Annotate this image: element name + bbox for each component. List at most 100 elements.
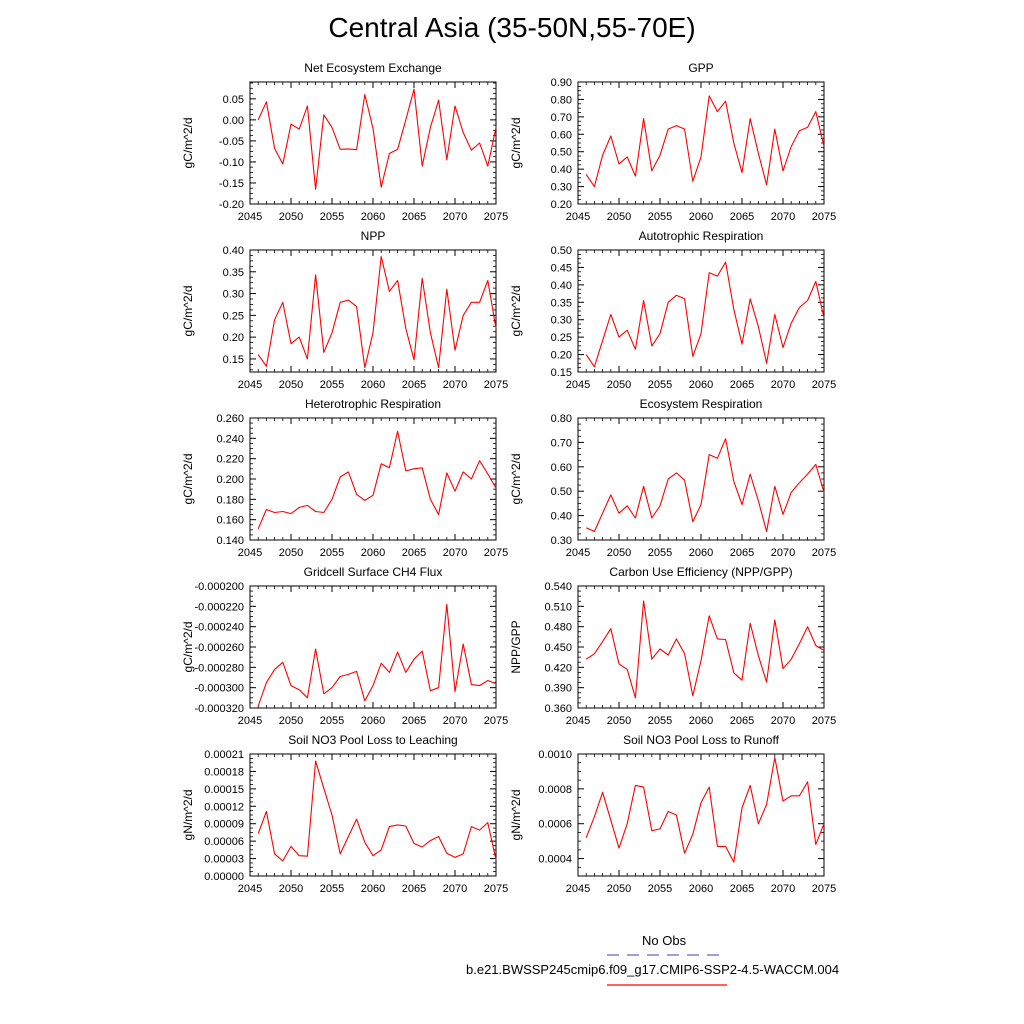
- plot-frame: [249, 81, 497, 205]
- panel-title: Soil NO3 Pool Loss to Leaching: [288, 733, 457, 747]
- series-line-0: [257, 88, 497, 190]
- x-tick-label: 2070: [771, 883, 795, 895]
- y-tick-label: 0.140: [216, 535, 244, 547]
- y-tick-label: -0.000320: [194, 703, 244, 715]
- panel-title: GPP: [688, 61, 713, 75]
- y-tick-label: 0.00009: [204, 819, 244, 831]
- x-tick-label: 2045: [566, 211, 590, 223]
- y-axis-label: gC/m^2/d: [181, 118, 195, 169]
- panel-title: Ecosystem Respiration: [640, 397, 763, 411]
- plot-frame: [577, 249, 825, 373]
- y-tick-label: 0.80: [551, 413, 572, 425]
- x-tick-label: 2065: [402, 379, 426, 391]
- x-tick-label: 2055: [648, 211, 672, 223]
- y-axis-label: gC/m^2/d: [509, 286, 523, 337]
- y-tick-label: -0.15: [219, 178, 244, 190]
- y-tick-label: 0.20: [223, 332, 244, 344]
- panel-title: Heterotrophic Respiration: [305, 397, 441, 411]
- y-axis-label: gN/m^2/d: [509, 790, 523, 841]
- panel-1: GPP gC/m^2/d 2045 2050 2055 2060 2065 2070 2075 0…: [509, 61, 836, 223]
- x-tick-label: 2045: [238, 547, 262, 559]
- x-tick-label: 2045: [238, 211, 262, 223]
- legend-model-swatch: [607, 984, 727, 986]
- y-tick-label: 0.00015: [204, 784, 244, 796]
- x-tick-label: 2060: [689, 715, 713, 727]
- x-tick-label: 2075: [484, 715, 508, 727]
- y-tick-label: 0.00006: [204, 836, 244, 848]
- y-tick-label: -0.000280: [194, 662, 244, 674]
- y-axis-label: NPP/GPP: [509, 620, 523, 673]
- y-tick-label: 0.15: [551, 367, 572, 379]
- plot-frame: [249, 417, 497, 541]
- x-tick-label: 2070: [771, 379, 795, 391]
- series-line-0: [585, 438, 825, 533]
- y-tick-label: -0.10: [219, 157, 244, 169]
- y-tick-label: 0.00003: [204, 854, 244, 866]
- x-tick-label: 2060: [689, 379, 713, 391]
- x-tick-label: 2065: [402, 211, 426, 223]
- x-tick-label: 2050: [279, 211, 303, 223]
- panel-title: Soil NO3 Pool Loss to Runoff: [623, 733, 780, 747]
- panel-2: NPP gC/m^2/d 2045 2050 2055 2060 2065 2070 2075 0…: [181, 229, 508, 391]
- x-tick-label: 2065: [402, 547, 426, 559]
- x-tick-label: 2070: [771, 211, 795, 223]
- y-axis-label: gC/m^2/d: [181, 622, 195, 673]
- series-line-0: [585, 95, 825, 188]
- x-tick-label: 2060: [361, 715, 385, 727]
- x-tick-label: 2055: [320, 715, 344, 727]
- x-tick-label: 2055: [648, 547, 672, 559]
- y-tick-label: 0.30: [551, 315, 572, 327]
- x-tick-label: 2070: [771, 547, 795, 559]
- series-line-0: [585, 756, 825, 863]
- y-tick-label: 0.70: [551, 437, 572, 449]
- x-tick-label: 2075: [484, 883, 508, 895]
- y-tick-label: 0.50: [551, 245, 572, 257]
- y-tick-label: 0.25: [223, 310, 244, 322]
- y-tick-label: 0.30: [223, 289, 244, 301]
- x-tick-label: 2045: [566, 883, 590, 895]
- x-tick-label: 2050: [279, 715, 303, 727]
- y-tick-label: -0.000200: [194, 581, 244, 593]
- series-line-0: [585, 261, 825, 368]
- y-tick-label: 0.260: [216, 413, 244, 425]
- x-tick-label: 2055: [648, 379, 672, 391]
- y-axis-label: gN/m^2/d: [181, 790, 195, 841]
- y-tick-label: 0.420: [544, 662, 572, 674]
- y-axis-label: gC/m^2/d: [181, 454, 195, 505]
- y-axis-label: gC/m^2/d: [509, 118, 523, 169]
- y-tick-label: 0.35: [551, 297, 572, 309]
- y-axis-label: gC/m^2/d: [181, 286, 195, 337]
- panel-title: NPP: [361, 229, 386, 243]
- y-tick-label: 0.240: [216, 433, 244, 445]
- series-line-0: [257, 603, 497, 707]
- y-tick-label: 0.0010: [538, 749, 572, 761]
- x-tick-label: 2070: [443, 547, 467, 559]
- legend-obs-label: No Obs: [642, 933, 687, 948]
- plot-frame: [249, 249, 497, 373]
- y-tick-label: -0.000240: [194, 622, 244, 634]
- series-line-0: [257, 760, 497, 862]
- x-tick-label: 2055: [648, 715, 672, 727]
- plot-frame: [249, 585, 497, 709]
- x-tick-label: 2065: [402, 883, 426, 895]
- y-tick-label: 0.20: [551, 350, 572, 362]
- x-tick-label: 2045: [566, 547, 590, 559]
- y-tick-label: 0.00018: [204, 766, 244, 778]
- x-tick-label: 2050: [607, 211, 631, 223]
- panel-3: Autotrophic Respiration gC/m^2/d 2045 2050 2…: [509, 229, 836, 391]
- series-line-0: [585, 600, 825, 699]
- x-tick-label: 2075: [812, 211, 836, 223]
- x-tick-label: 2045: [566, 715, 590, 727]
- plot-frame: [249, 753, 497, 877]
- panel-9: Soil NO3 Pool Loss to Runoff gN/m^2/d 2045…: [509, 733, 836, 895]
- x-tick-label: 2065: [730, 883, 754, 895]
- plot-frame: [577, 585, 825, 709]
- y-axis-label: gC/m^2/d: [509, 454, 523, 505]
- y-tick-label: 0.180: [216, 494, 244, 506]
- x-tick-label: 2050: [279, 883, 303, 895]
- y-tick-label: 0.0004: [538, 854, 572, 866]
- x-tick-label: 2055: [320, 547, 344, 559]
- y-tick-label: 0.510: [544, 601, 572, 613]
- y-tick-label: 0.30: [551, 535, 572, 547]
